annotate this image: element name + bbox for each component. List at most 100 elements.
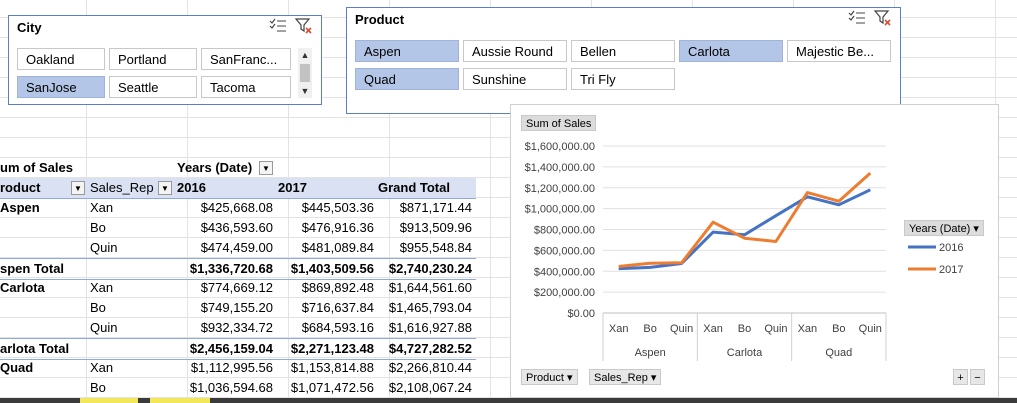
pivot-product-cell (0, 238, 86, 258)
city-slicer-scrollbar[interactable]: ▲ ▼ (298, 48, 312, 98)
measure-field-button[interactable]: Sum of Sales (521, 115, 597, 131)
product-slicer-item-aussie-round[interactable]: Aussie Round (463, 40, 567, 62)
pivot-sub-field: Sales_Rep (90, 180, 154, 195)
y-tick-label: $400,000.00 (534, 266, 595, 278)
clear-filter-icon[interactable] (295, 18, 313, 34)
pivot-2017-cell: $716,637.84 (301, 300, 374, 315)
sales-rep-field-button[interactable]: Sales_Rep ▾ (589, 369, 662, 385)
pivot-2017-cell: $445,503.36 (301, 200, 374, 215)
pivot-product-cell: arlota Total (0, 341, 70, 356)
y-tick-label: $0.00 (567, 308, 595, 320)
clear-filter-icon[interactable] (874, 10, 892, 26)
y-tick-label: $1,600,000.00 (525, 141, 595, 153)
city-slicer-item-tacoma[interactable]: Tacoma (201, 76, 291, 98)
x-tick-label: Xan (798, 323, 818, 335)
sort-dropdown-icon[interactable]: ▼ (158, 181, 172, 195)
pivot-2016-cell: $1,036,594.68 (189, 380, 273, 395)
legend-entry: 2016 (939, 242, 963, 254)
pivot-2017-cell: $684,593.16 (301, 320, 374, 335)
pivot-total-cell: $1,644,561.60 (388, 280, 472, 295)
x-tick-label: Quin (764, 323, 787, 335)
product-field-button[interactable]: Product ▾ (521, 369, 578, 385)
city-slicer-item-oakland[interactable]: Oakland (17, 48, 105, 70)
x-tick-label: Quin (859, 323, 882, 335)
table-row[interactable]: Bo $1,036,594.68 $1,071,472.56 $2,108,067.2… (0, 378, 476, 398)
legend-field-button[interactable]: Years (Date) ▾ (904, 220, 984, 236)
product-slicer-item-quad[interactable]: Quad (355, 68, 459, 90)
city-slicer[interactable]: City Oakland Portland SanFranc... SanJos… (8, 15, 322, 105)
pivot-2017-cell: $1,071,472.56 (290, 380, 374, 395)
group-label: Quad (825, 347, 852, 359)
city-slicer-item-sanjose[interactable]: SanJose (17, 76, 105, 98)
pivot-header-row-1: um of Sales Years (Date) ▼ (0, 158, 476, 178)
pivot-rep-cell (90, 339, 170, 359)
table-row[interactable]: Quin $932,334.72 $684,593.16 $1,616,927.88 (0, 318, 476, 338)
table-row[interactable]: Carlota Xan $774,669.12 $869,892.48 $1,644,5… (0, 278, 476, 298)
pivot-rep-cell: Xan (90, 200, 114, 215)
pivot-product-cell (0, 378, 86, 398)
slicer-item-label: Bellen (580, 44, 617, 59)
sheet-tab-highlight[interactable] (80, 398, 138, 403)
multi-select-icon[interactable] (848, 10, 866, 26)
slicer-item-label: Majestic Be... (796, 44, 875, 59)
pivot-chart[interactable]: Sum of Sales $0.00 $200,000.00 $400,000.00… (510, 104, 999, 398)
table-row[interactable]: Bo $749,155.20 $716,637.84 $1,465,793.04 (0, 298, 476, 318)
multi-select-icon[interactable] (269, 18, 287, 34)
product-slicer-item-sunshine[interactable]: Sunshine (463, 68, 567, 90)
pivot-2016-cell: $425,668.08 (200, 200, 273, 215)
product-slicer-item-bellen[interactable]: Bellen (571, 40, 675, 62)
product-slicer-item-aspen[interactable]: Aspen (355, 40, 459, 62)
pivot-col-2017: 2017 (278, 180, 307, 195)
scroll-up-icon[interactable]: ▲ (300, 50, 310, 60)
pivot-subtotal-row[interactable]: arlota Total $2,456,159.04 $2,271,123.48 $4… (0, 338, 476, 360)
pivot-2017-cell: $1,153,814.88 (290, 360, 374, 375)
collapse-button[interactable]: − (970, 369, 985, 385)
pivot-2016-cell: $1,336,720.68 (189, 261, 273, 276)
slicer-item-label: Sunshine (472, 72, 527, 87)
product-slicer-item-majestic[interactable]: Majestic Be... (787, 40, 891, 62)
x-tick-label: Xan (703, 323, 723, 335)
pivot-total-cell: $4,727,282.52 (388, 341, 472, 356)
sheet-tab-highlight[interactable] (150, 398, 210, 403)
city-slicer-item-sanfrancisco[interactable]: SanFranc... (201, 48, 291, 70)
dropdown-icon: ▾ (973, 223, 979, 235)
filter-applied-icon[interactable]: ▼ (71, 181, 85, 195)
product-slicer-title: Product (355, 12, 405, 27)
pivot-2016-cell: $474,459.00 (200, 240, 273, 255)
scroll-down-icon[interactable]: ▼ (300, 86, 310, 96)
chart-plot: $0.00 $200,000.00 $400,000.00 $600,000.00 $8… (525, 141, 963, 361)
table-row[interactable]: Aspen Xan $425,668.08 $445,503.36 $871,171.4… (0, 198, 476, 218)
pivot-subtotal-row[interactable]: spen Total $1,336,720.68 $1,403,509.56 $2,7… (0, 258, 476, 280)
pivot-total-cell: $2,108,067.24 (388, 380, 472, 395)
pivot-rep-cell: Quin (90, 320, 118, 335)
table-row[interactable]: Quad Xan $1,112,995.56 $1,153,814.88 $2,266,… (0, 358, 476, 378)
slicer-item-label: Tri Fly (580, 72, 616, 87)
slicer-item-label: SanFranc... (210, 52, 278, 67)
product-slicer-item-carlota[interactable]: Carlota (679, 40, 783, 62)
pivot-rep-cell: Bo (90, 380, 106, 395)
pivot-col-grand-total: Grand Total (378, 180, 450, 195)
pivot-column-field: Years (Date) (177, 160, 253, 175)
group-label: Carlota (727, 347, 763, 359)
expand-button[interactable]: + (953, 369, 968, 385)
product-slicer[interactable]: Product Aspen Aussie Round Bellen Carlot… (346, 7, 901, 114)
pivot-2016-cell: $1,112,995.56 (190, 360, 273, 375)
slicer-item-label: Oakland (26, 52, 75, 67)
table-row[interactable]: Bo $436,593.60 $476,916.36 $913,509.96 (0, 218, 476, 238)
scroll-thumb[interactable] (300, 64, 310, 82)
pivot-product-cell (0, 298, 86, 318)
product-pill-label: Product (526, 372, 564, 384)
sales-rep-pill-label: Sales_Rep (594, 372, 648, 384)
table-row[interactable]: Quin $474,459.00 $481,089.84 $955,548.84 (0, 238, 476, 258)
x-tick-label: Quin (670, 323, 693, 335)
city-slicer-item-seattle[interactable]: Seattle (109, 76, 197, 98)
y-tick-label: $1,000,000.00 (525, 204, 595, 216)
pivot-product-cell: spen Total (0, 261, 65, 276)
product-slicer-item-tri-fly[interactable]: Tri Fly (571, 68, 675, 90)
pivot-product-cell: Quad (0, 360, 34, 375)
city-slicer-item-portland[interactable]: Portland (109, 48, 197, 70)
pivot-table[interactable]: um of Sales Years (Date) ▼ roduct ▼ Sale… (0, 158, 476, 398)
legend-entry: 2017 (939, 264, 963, 276)
pivot-total-cell: $871,171.44 (399, 200, 472, 215)
filter-dropdown-icon[interactable]: ▼ (259, 161, 273, 175)
